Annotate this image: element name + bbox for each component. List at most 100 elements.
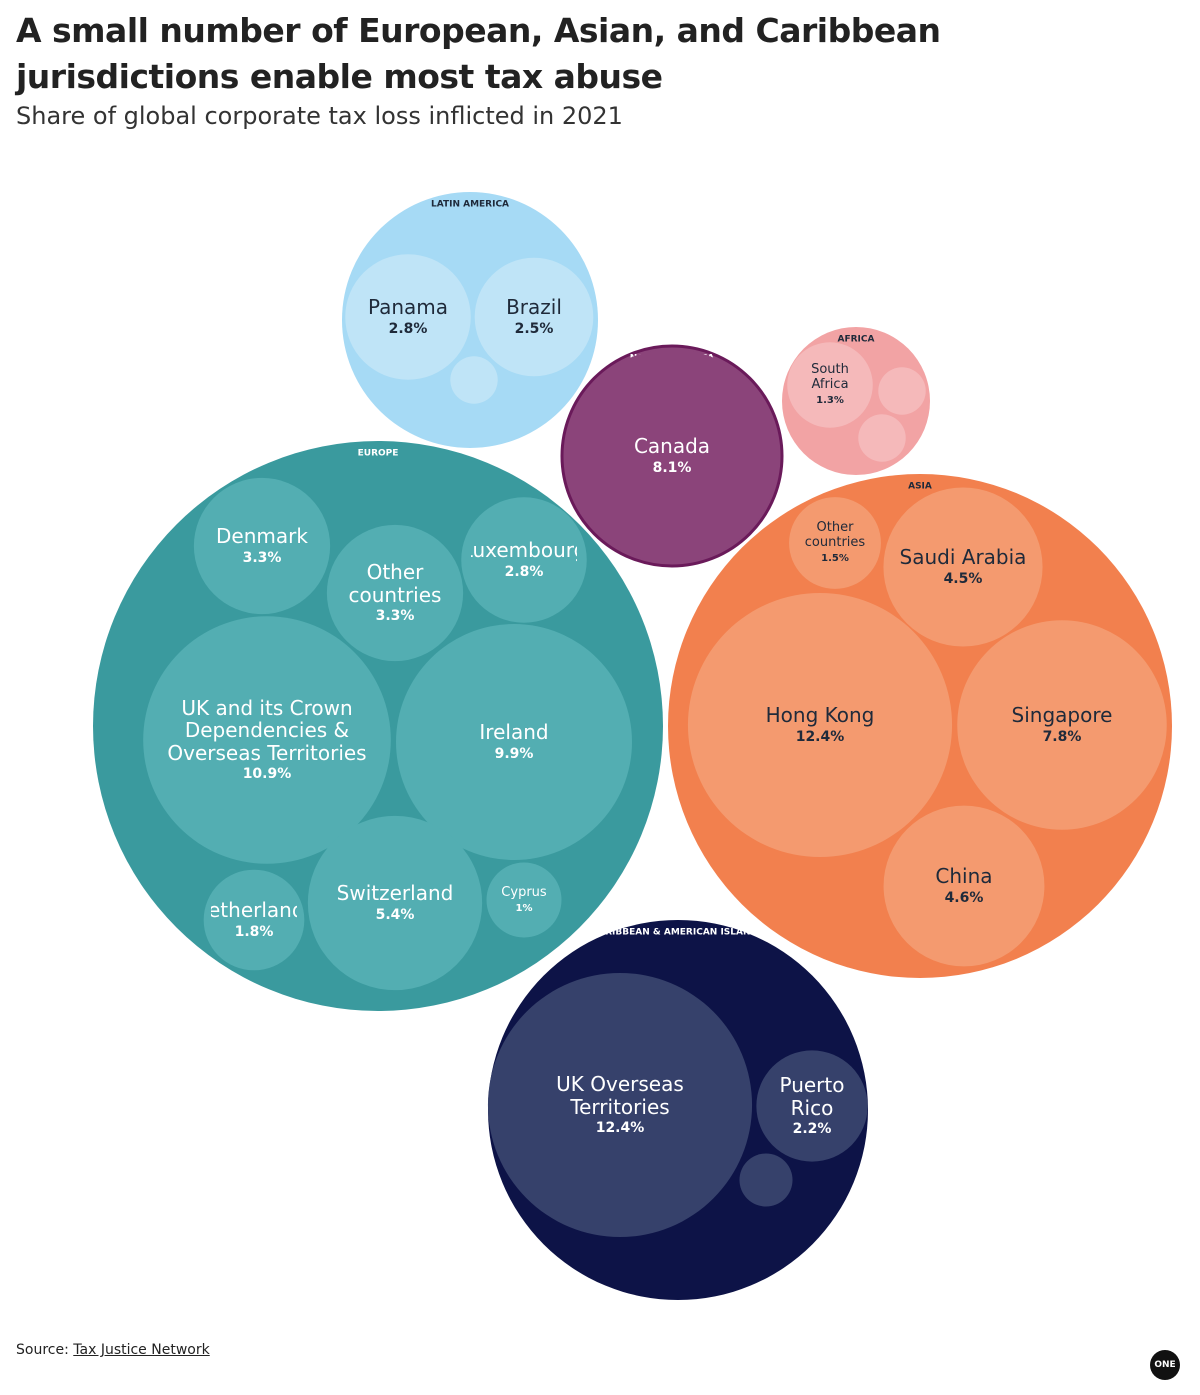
bubble-label: Luxembourg2.8% xyxy=(471,497,578,622)
chart: LATIN AMERICAPanama2.8%Brazil2.5%AFRICAS… xyxy=(93,192,1172,1300)
value-label: 1.3% xyxy=(816,395,844,407)
source-label: Source: xyxy=(16,1342,69,1358)
bubble-name: Switzerland xyxy=(336,881,454,906)
bubble-name: Brazil xyxy=(506,295,562,320)
value-label: 1.5% xyxy=(821,553,849,565)
bubble-name: Panama xyxy=(367,295,449,320)
bubble xyxy=(203,869,305,971)
value-label: 8.1% xyxy=(652,459,692,476)
bubble-label: Netherlands1.8% xyxy=(211,870,297,971)
bubble xyxy=(957,620,1167,830)
bubble xyxy=(878,367,926,415)
logo: ONE xyxy=(1150,1350,1180,1380)
value-label: 12.4% xyxy=(595,1120,645,1137)
bubble-name: Hong Kong xyxy=(765,703,875,728)
bubble xyxy=(687,592,953,858)
group-label: EUROPE xyxy=(358,449,399,459)
source-link[interactable]: Tax Justice Network xyxy=(73,1342,210,1358)
bubble xyxy=(789,497,881,589)
chart-title: A small number of European, Asian, and C… xyxy=(16,11,941,96)
group-label: AFRICA xyxy=(838,335,875,345)
bubble-name: Cyprus xyxy=(501,884,547,900)
bubble-name: Denmark xyxy=(216,524,308,549)
group-label: CARIBBEAN & AMERICAN ISLANDS xyxy=(592,928,765,938)
bubble-name: Canada xyxy=(633,434,711,459)
footer: Source: Tax Justice Network xyxy=(16,1342,210,1358)
bubble-label: South Africa 1.3% xyxy=(794,342,867,428)
label-box: Ireland 9.9% xyxy=(414,624,615,860)
label-box: Denmark 3.3% xyxy=(204,478,320,614)
label-box: Netherlands1.8% xyxy=(211,870,297,971)
value-label: 4.6% xyxy=(944,889,984,906)
label-box: Luxembourg2.8% xyxy=(471,497,578,622)
bubble xyxy=(756,1050,868,1162)
bubble xyxy=(883,805,1045,967)
label-box: UK and its Crown Dependencies & Overseas… xyxy=(162,616,372,864)
label-box: Puerto Rico 2.2% xyxy=(765,1050,860,1161)
value-label: 10.9% xyxy=(242,766,292,783)
group-label: ASIA xyxy=(908,482,932,492)
group-label: LATIN AMERICA xyxy=(431,200,509,210)
label-box: Cyprus 1% xyxy=(492,863,556,938)
label-box: Panama 2.8% xyxy=(355,254,462,379)
value-label: 7.8% xyxy=(1042,728,1082,745)
value-label: 2.5% xyxy=(514,320,554,337)
bubble xyxy=(787,342,873,428)
bubble-label: Other countries 1.5% xyxy=(804,520,866,565)
bubble xyxy=(193,477,331,615)
label-box: China 4.6% xyxy=(896,806,1033,967)
bubble xyxy=(326,524,464,662)
value-label: 4.5% xyxy=(943,570,983,587)
value-label: 2.8% xyxy=(504,563,544,580)
bubble-name: Saudi Arabia xyxy=(899,545,1027,570)
label-box: Hong Kong 12.4% xyxy=(708,593,932,857)
value-label: 2.8% xyxy=(388,320,428,337)
label-box: Singapore 7.8% xyxy=(973,620,1151,829)
value-label: 5.4% xyxy=(375,906,415,923)
value-label: 9.9% xyxy=(494,745,534,762)
bubble-name: Puerto Rico xyxy=(779,1073,845,1120)
label-box: Canada 8.1% xyxy=(581,349,762,562)
bubble xyxy=(487,972,753,1238)
bubble-name: Ireland xyxy=(479,720,549,745)
bubble xyxy=(474,257,594,377)
value-label: 3.3% xyxy=(242,549,282,566)
bubble xyxy=(450,356,498,404)
value-label: 1.8% xyxy=(234,923,274,940)
value-label: 3.3% xyxy=(375,608,415,625)
value-label: 2.2% xyxy=(792,1121,832,1138)
bubble-label: Cyprus 1% xyxy=(492,863,556,938)
label-box: South Africa 1.3% xyxy=(794,342,867,428)
bubble xyxy=(565,349,779,563)
bubble-name: UK and its Crown Dependencies & Overseas… xyxy=(167,696,367,765)
value-label: 1% xyxy=(515,903,533,915)
label-box: Switzerland 5.4% xyxy=(321,816,469,990)
bubble xyxy=(461,497,587,623)
value-label: 12.4% xyxy=(795,728,845,745)
bubble xyxy=(739,1153,793,1207)
bubble-name: China xyxy=(935,864,993,889)
bubble xyxy=(396,624,632,860)
bubble-name: Other countries xyxy=(804,520,866,550)
bubble-name: Luxembourg xyxy=(471,538,578,563)
bubble xyxy=(307,815,483,991)
label-box: Saudi Arabia 4.5% xyxy=(895,487,1030,646)
bubble xyxy=(883,487,1043,647)
bubble xyxy=(345,254,471,380)
bubble-name: South Africa xyxy=(811,362,849,392)
bubble xyxy=(486,862,562,938)
bubble-label: UK and its Crown Dependencies & Overseas… xyxy=(162,616,372,864)
